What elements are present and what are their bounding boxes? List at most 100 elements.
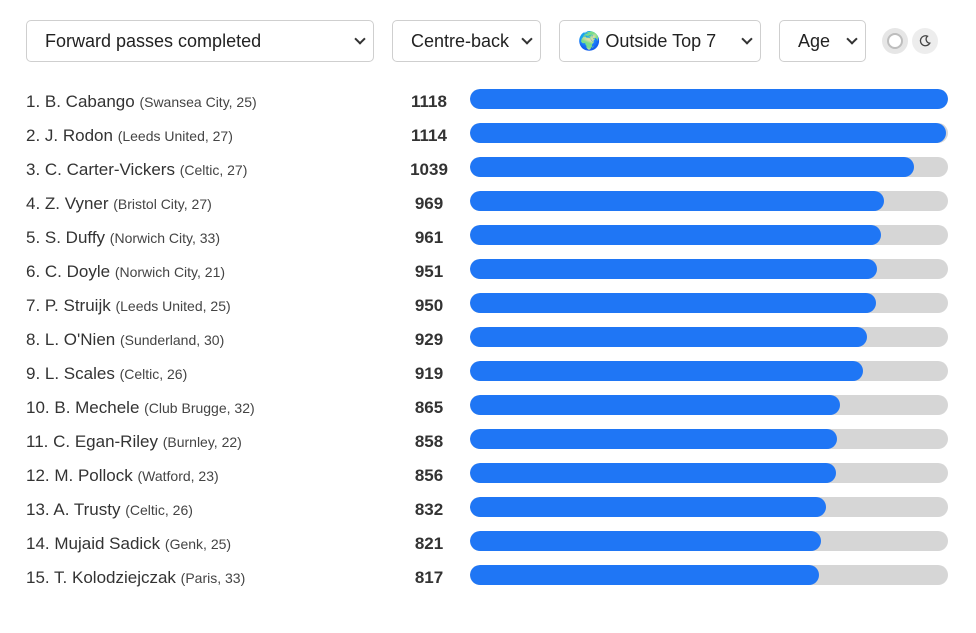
player-name: 6. C. Doyle (Norwich City, 21) [26,262,225,282]
bar-track [470,429,948,449]
ranking-row: 1. B. Cabango (Swansea City, 25) 1118 [26,85,948,119]
metric-value: 1118 [411,92,447,111]
bar-fill [470,327,868,347]
player-club-age: (Club Brugge, 32) [144,400,255,416]
dark-mode-moon-icon[interactable] [912,28,938,54]
player-name: 9. L. Scales (Celtic, 26) [26,364,187,384]
player-name: 2. J. Rodon (Leeds United, 27) [26,126,233,146]
player-name: 4. Z. Vyner (Bristol City, 27) [26,194,212,214]
sort-select-value: Age [798,30,831,51]
player-name: 12. M. Pollock (Watford, 23) [26,466,219,486]
bar-track [470,293,948,313]
bar-track [470,497,948,517]
player-name-text: 4. Z. Vyner [26,194,109,213]
ranking-row: 15. T. Kolodziejczak (Paris, 33) 817 [26,561,948,595]
metric-value: 969 [414,194,444,213]
metric-select-value: Forward passes completed [45,30,262,51]
player-name: 8. L. O'Nien (Sunderland, 30) [26,330,224,350]
ranking-row: 10. B. Mechele (Club Brugge, 32) 865 [26,391,948,425]
bar-track [470,191,948,211]
position-select-value: Centre-back [411,30,510,51]
player-club-age: (Paris, 33) [180,570,246,586]
bar-track [470,531,948,551]
ranking-list: 1. B. Cabango (Swansea City, 25) 1118 2. J… [26,85,948,595]
metric-value: 919 [414,364,444,383]
bar-track [470,259,948,279]
league-select-value: 🌍 Outside Top 7 [578,30,717,51]
player-name-text: 14. Mujaid Sadick [26,534,161,553]
bar-fill [470,429,837,449]
metric-value: 1114 [411,126,447,145]
player-name-text: 15. T. Kolodziejczak [26,568,176,587]
metric-value: 865 [414,398,444,417]
bar-fill [470,157,915,177]
player-club-age: (Celtic, 26) [119,366,188,382]
player-name: 13. A. Trusty (Celtic, 26) [26,500,193,520]
bar-fill [470,531,822,551]
ranking-row: 2. J. Rodon (Leeds United, 27) 1114 [26,119,948,153]
bar-track [470,565,948,585]
player-name-text: 11. C. Egan-Riley [26,432,158,451]
player-club-age: (Leeds United, 27) [117,128,233,144]
ranking-row: 11. C. Egan-Riley (Burnley, 22) 858 [26,425,948,459]
metric-value: 961 [414,228,444,247]
metric-value: 951 [414,262,444,281]
player-name-text: 3. C. Carter-Vickers [26,160,175,179]
player-club-age: (Celtic, 27) [179,162,248,178]
player-club-age: (Bristol City, 27) [113,196,212,212]
ranking-row: 8. L. O'Nien (Sunderland, 30) 929 [26,323,948,357]
metric-value: 856 [414,466,444,485]
player-name-text: 6. C. Doyle [26,262,111,281]
ranking-row: 5. S. Duffy (Norwich City, 33) 961 [26,221,948,255]
bar-fill [470,395,840,415]
bar-fill [470,497,826,517]
player-name: 5. S. Duffy (Norwich City, 33) [26,228,220,248]
ranking-row: 13. A. Trusty (Celtic, 26) 832 [26,493,948,527]
light-mode-icon[interactable] [882,28,908,54]
ranking-row: 9. L. Scales (Celtic, 26) 919 [26,357,948,391]
player-name: 10. B. Mechele (Club Brugge, 32) [26,398,255,418]
bar-track [470,157,948,177]
ranking-row: 12. M. Pollock (Watford, 23) 856 [26,459,948,493]
player-name: 14. Mujaid Sadick (Genk, 25) [26,534,231,554]
bar-fill [470,191,885,211]
ranking-row: 7. P. Struijk (Leeds United, 25) 950 [26,289,948,323]
ranking-row: 14. Mujaid Sadick (Genk, 25) 821 [26,527,948,561]
bar-track [470,395,948,415]
player-club-age: (Celtic, 26) [125,502,193,518]
bar-track [470,225,948,245]
ranking-row: 6. C. Doyle (Norwich City, 21) 951 [26,255,948,289]
player-name: 7. P. Struijk (Leeds United, 25) [26,296,231,316]
player-name-text: 8. L. O'Nien [26,330,116,349]
bar-fill [470,361,863,381]
player-name-text: 9. L. Scales [26,364,115,383]
theme-toggle[interactable] [882,28,940,54]
chevron-down-icon [521,33,533,45]
bar-track [470,361,948,381]
player-club-age: (Swansea City, 25) [139,94,257,110]
player-name-text: 13. A. Trusty [26,500,121,519]
bar-track [470,463,948,483]
player-name: 11. C. Egan-Riley (Burnley, 22) [26,432,242,452]
bar-fill [470,225,881,245]
bar-fill [470,565,820,585]
player-club-age: (Watford, 23) [137,468,219,484]
player-name-text: 10. B. Mechele [26,398,140,417]
bar-fill [470,293,877,313]
position-select[interactable]: Centre-back [392,20,541,62]
sort-select[interactable]: Age [779,20,866,62]
league-select[interactable]: 🌍 Outside Top 7 [559,20,761,62]
metric-value: 950 [414,296,444,315]
bar-fill [470,259,877,279]
player-club-age: (Norwich City, 21) [114,264,226,280]
metric-value: 832 [414,500,444,519]
player-name-text: 5. S. Duffy [26,228,106,247]
bar-fill [470,89,948,109]
chevron-down-icon [354,33,366,45]
player-club-age: (Norwich City, 33) [109,230,220,246]
chevron-down-icon [741,33,753,45]
player-name-text: 12. M. Pollock [26,466,133,485]
metric-select[interactable]: Forward passes completed [26,20,374,62]
bar-track [470,327,948,347]
player-name: 3. C. Carter-Vickers (Celtic, 27) [26,160,247,180]
